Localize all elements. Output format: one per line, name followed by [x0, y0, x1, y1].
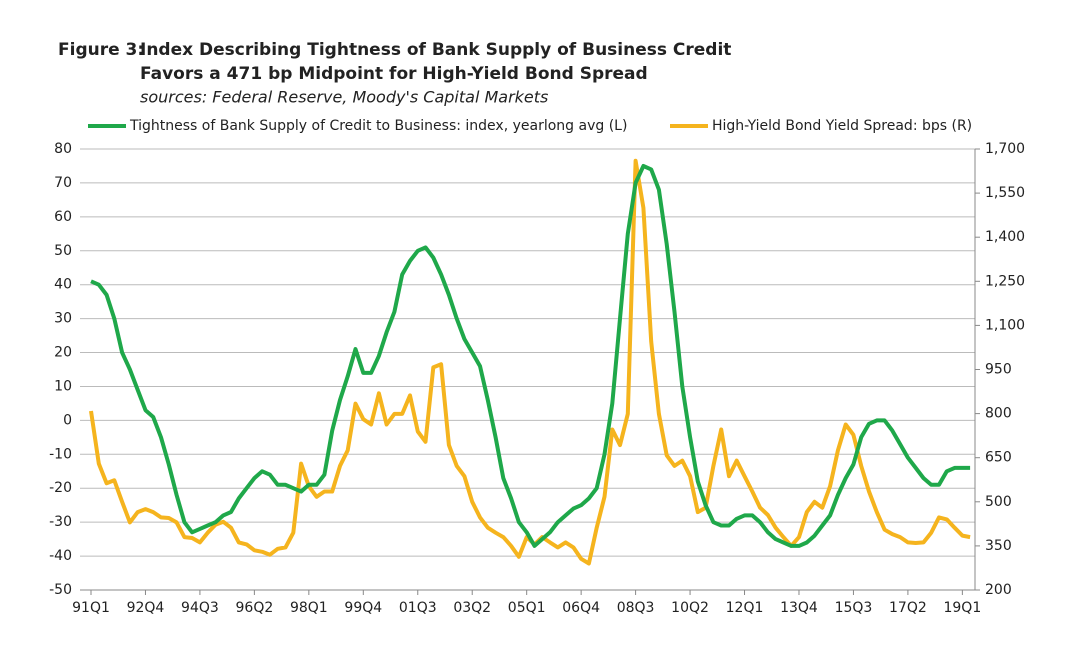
x-tick-label: 92Q4 [127, 600, 165, 616]
x-tick-label: 01Q3 [399, 600, 437, 616]
y-tick-label: -40 [49, 548, 72, 564]
y-tick-label: -50 [49, 582, 72, 598]
x-tick-label: 12Q1 [726, 600, 764, 616]
y-tick-label: 30 [54, 311, 72, 327]
y2-tick-label: 500 [985, 494, 1012, 510]
x-tick-label: 05Q1 [508, 600, 546, 616]
x-tick-label: 19Q1 [943, 600, 981, 616]
y-tick-label: 50 [54, 243, 72, 259]
y2-tick-label: 1,250 [985, 273, 1025, 289]
x-tick-label: 03Q2 [453, 600, 491, 616]
x-tick-label: 10Q2 [671, 600, 709, 616]
x-tick-label: 17Q2 [889, 600, 927, 616]
y2-tick-label: 1,400 [985, 229, 1025, 245]
y2-tick-label: 1,550 [985, 185, 1025, 201]
y2-tick-label: 350 [985, 538, 1012, 554]
y-tick-label: 80 [54, 141, 72, 157]
y2-tick-label: 1,700 [985, 141, 1025, 157]
y2-tick-label: 800 [985, 406, 1012, 422]
series-line [89, 158, 971, 566]
y-tick-label: -10 [49, 446, 72, 462]
x-tick-label: 94Q3 [181, 600, 219, 616]
legend-label: High-Yield Bond Yield Spread: bps (R) [712, 118, 972, 134]
y-tick-label: 10 [54, 378, 72, 394]
x-tick-label: 06Q4 [562, 600, 600, 616]
x-tick-label: 96Q2 [236, 600, 274, 616]
x-tick-label: 15Q3 [835, 600, 873, 616]
chart-title: Index Describing Tightness of Bank Suppl… [140, 40, 731, 60]
chart-subtitle: sources: Federal Reserve, Moody's Capita… [140, 88, 548, 107]
y-tick-label: 60 [54, 209, 72, 225]
y-tick-label: -20 [49, 480, 72, 496]
x-tick-label: 98Q1 [290, 600, 328, 616]
legend-label: Tightness of Bank Supply of Credit to Bu… [129, 118, 627, 134]
y-tick-label: 0 [63, 412, 72, 428]
x-tick-label: 91Q1 [72, 600, 110, 616]
x-tick-label: 13Q4 [780, 600, 818, 616]
series-line [90, 164, 971, 548]
chart-title: Favors a 471 bp Midpoint for High-Yield … [140, 64, 648, 84]
y-tick-label: 40 [54, 277, 72, 293]
y2-tick-label: 650 [985, 450, 1012, 466]
y-tick-label: -30 [49, 514, 72, 530]
x-tick-label: 08Q3 [617, 600, 655, 616]
y2-tick-label: 1,100 [985, 317, 1025, 333]
y2-tick-label: 950 [985, 362, 1012, 378]
figure-label: Figure 3: [58, 40, 144, 60]
x-tick-label: 99Q4 [344, 600, 382, 616]
y-tick-label: 70 [54, 175, 72, 191]
y2-tick-label: 200 [985, 582, 1012, 598]
y-tick-label: 20 [54, 345, 72, 361]
